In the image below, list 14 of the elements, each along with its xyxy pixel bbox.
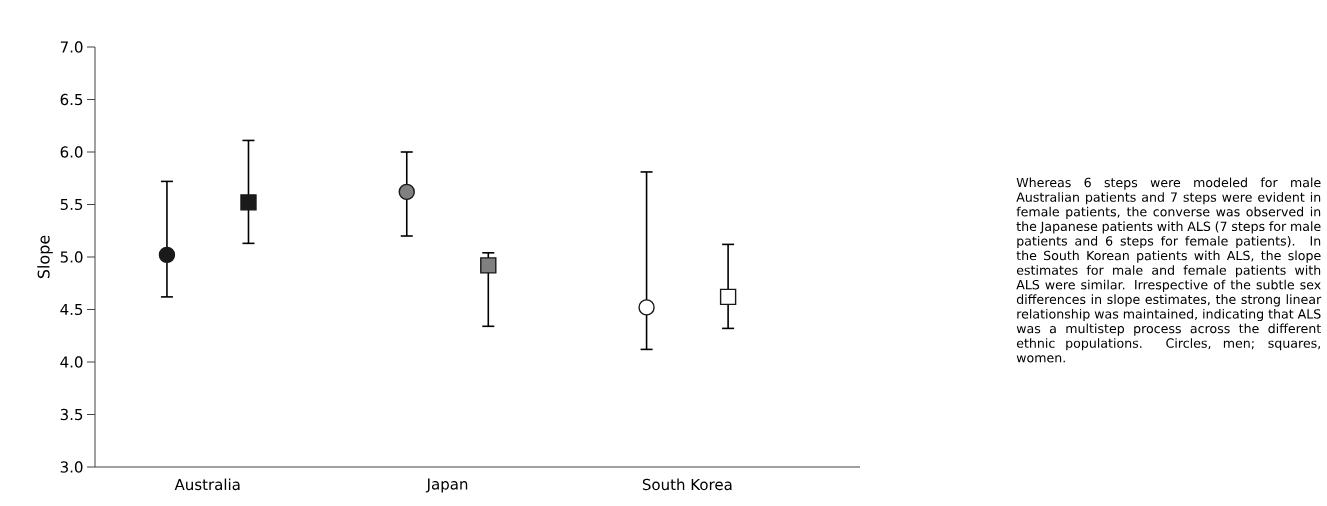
y-tick-label: 3.0 xyxy=(60,461,83,473)
y-tick-label: 4.0 xyxy=(60,356,83,368)
x-tick-label: South Korea xyxy=(642,478,732,491)
y-tick-label: 3.5 xyxy=(60,408,83,421)
y-tick-label: 6.5 xyxy=(60,93,83,106)
text: Whereas 6 steps were modeled for male Australian patients and 7 steps were evident in female patients, the converse was observed in the Japanese patients with ALS (7 steps for male patients and 6 steps for female patients). In the South Korean patients with ALS, the slope estimates for male and female patients with ALS were similar. Irrespective of the subtle sex differences in slope estimates, the strong linear relationship was maintained, indicating that ALS was a multistep process across the different ethnic populations. Circles, men; squares, women. xyxy=(1016,177,1322,363)
y-tick-label: 4.5 xyxy=(60,303,83,316)
y-tick-label: 7.0 xyxy=(60,41,83,53)
y-tick-label: 5.5 xyxy=(60,198,83,211)
x-tick-label: Japan xyxy=(425,478,468,493)
y-tick-label: 5.0 xyxy=(60,251,83,263)
x-tick-label: Australia xyxy=(174,478,240,491)
y-tick-label: 6.0 xyxy=(60,146,83,158)
y-axis-title: Slope xyxy=(37,235,53,279)
